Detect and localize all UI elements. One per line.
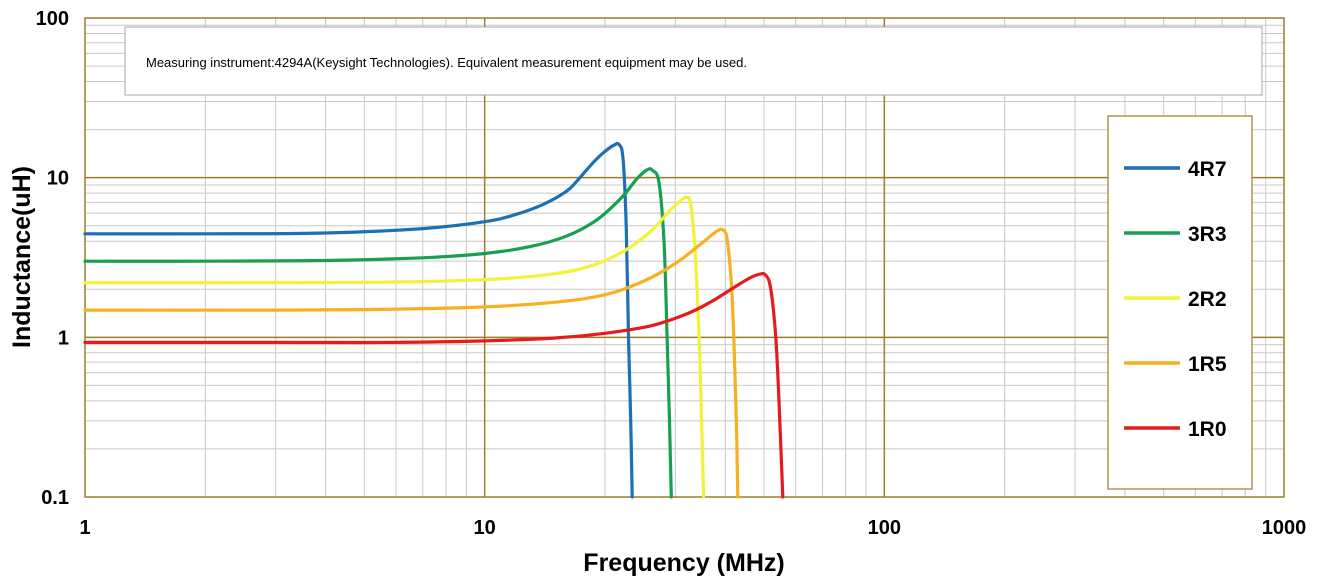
y-tick-label: 1 — [58, 327, 69, 349]
annotation-box: Measuring instrument:4294A(Keysight Tech… — [124, 26, 1263, 96]
y-tick-label: 100 — [36, 8, 69, 30]
x-tick-labels: 1 10 100 1000 — [79, 517, 1306, 539]
series-line-1r0 — [83, 271, 785, 499]
series-line-2r2 — [83, 195, 706, 499]
legend: 4R7 3R3 2R2 1R5 1R0 — [1107, 115, 1253, 490]
y-tick-labels: 100 10 1 0.1 — [36, 8, 69, 509]
x-tick-label: 10 — [474, 517, 496, 539]
y-axis-title: Inductance(uH) — [8, 166, 36, 348]
legend-box — [1107, 115, 1253, 490]
series-line-3r3 — [83, 167, 673, 499]
legend-label-2r2: 2R2 — [1188, 288, 1227, 311]
legend-label-1r0: 1R0 — [1188, 418, 1227, 441]
annotation-text: Measuring instrument:4294A(Keysight Tech… — [146, 55, 747, 70]
x-tick-label: 1000 — [1262, 517, 1307, 539]
annotation-background — [124, 26, 1263, 96]
legend-items: 4R7 3R3 2R2 1R5 1R0 — [1124, 158, 1227, 441]
y-tick-label: 0.1 — [41, 487, 69, 509]
series-line-4r7 — [83, 141, 634, 499]
legend-label-4r7: 4R7 — [1188, 158, 1227, 181]
legend-label-1r5: 1R5 — [1188, 353, 1227, 376]
y-tick-label: 10 — [47, 168, 69, 190]
x-tick-label: 1 — [79, 517, 90, 539]
x-tick-label: 100 — [868, 517, 901, 539]
major-grid — [85, 18, 1284, 497]
series-line-1r5 — [83, 227, 740, 499]
legend-label-3r3: 3R3 — [1188, 223, 1227, 246]
series-lines — [83, 141, 785, 499]
plot-frame — [84, 17, 1285, 498]
x-axis-title: Frequency (MHz) — [583, 549, 784, 577]
